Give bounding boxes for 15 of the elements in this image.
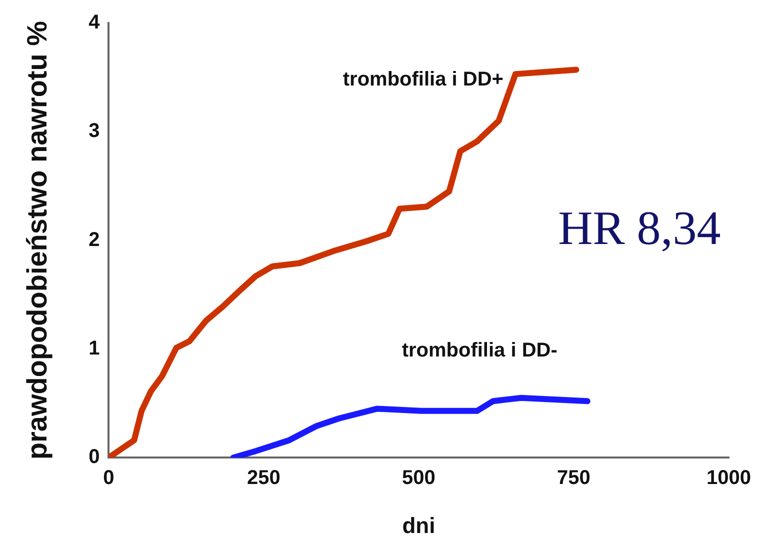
series-label: trombofilia i DD+: [342, 68, 504, 91]
y-tick-label: 3: [88, 120, 100, 142]
x-tick-label: 0: [103, 467, 114, 490]
x-axis-title: dni: [402, 512, 436, 538]
x-tick-label: 250: [247, 467, 280, 490]
x-tick-label: 500: [402, 467, 436, 490]
y-axis-title: prawdopodobieństwo nawrotu %: [22, 20, 53, 460]
y-tick-label: 0: [88, 446, 100, 468]
y-tick-label: 2: [88, 228, 100, 251]
y-tick-label: 4: [88, 12, 101, 34]
x-tick-label: 750: [557, 467, 590, 490]
series-label: trombofilia i DD-: [402, 340, 558, 362]
x-tick-label: 1000: [706, 467, 752, 490]
annotation: HR 8,34: [558, 202, 721, 256]
y-tick-label: 1: [88, 337, 100, 360]
